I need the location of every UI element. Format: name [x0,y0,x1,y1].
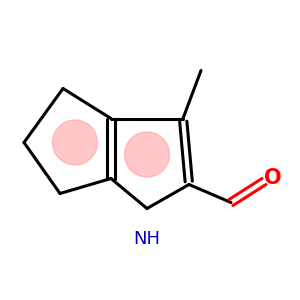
Circle shape [52,120,98,165]
Text: O: O [264,169,282,188]
Text: NH: NH [134,230,160,247]
Circle shape [124,132,170,177]
